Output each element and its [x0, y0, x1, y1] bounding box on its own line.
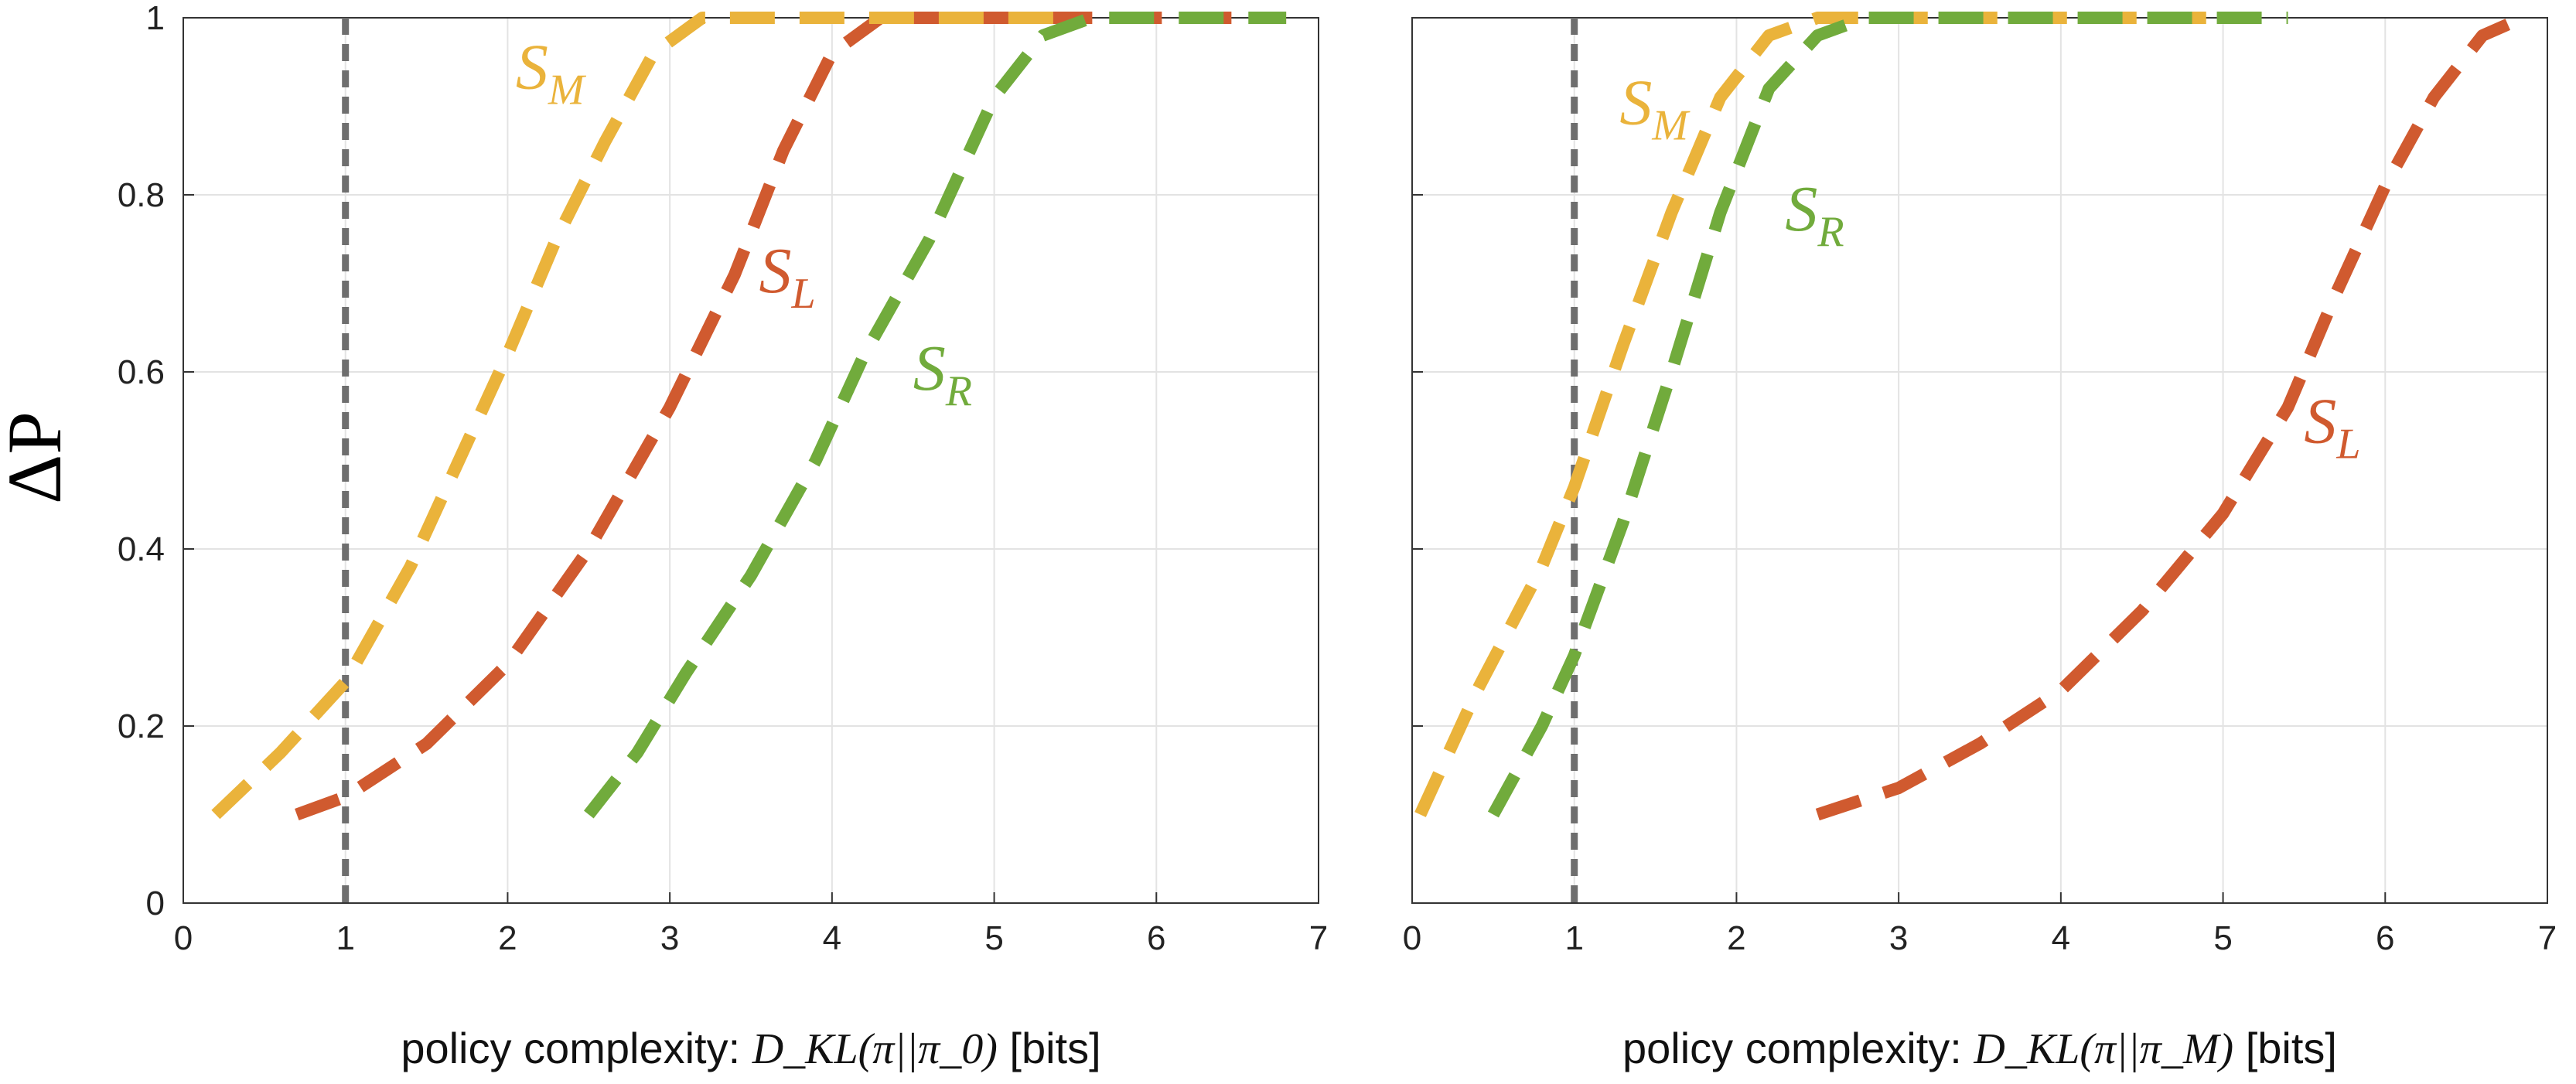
x-tick-label: 6 [1147, 919, 1165, 957]
y-tick-label: 0.8 [118, 176, 165, 214]
series-line-s-l [295, 12, 1287, 821]
series-label-subscript: R [1817, 208, 1844, 256]
series-label-s-l: SL [759, 235, 815, 318]
series-label-base: S [1619, 66, 1652, 138]
y-tick-label: 1 [146, 0, 165, 37]
series-label-subscript: M [548, 66, 587, 114]
series-line-s-m [1414, 12, 2223, 817]
y-tick-label: 0.2 [118, 707, 165, 745]
series-label-s-l: SL [2304, 386, 2360, 469]
x-tick-label: 2 [1727, 919, 1745, 957]
x-tick-label: 0 [1403, 919, 1421, 957]
x-tick-label: 3 [1889, 919, 1908, 957]
x-tick-label: 6 [2376, 919, 2394, 957]
x-tick-label: 4 [823, 919, 841, 957]
x-tick-label: 4 [2052, 919, 2070, 957]
y-axis-label: ΔP [0, 411, 77, 504]
series-label-base: S [516, 32, 548, 104]
series-label-base: S [759, 235, 791, 307]
x-axis-label-suffix: [bits] [2233, 1024, 2337, 1072]
x-axis-label-prefix: policy complexity: [401, 1024, 752, 1072]
x-axis-label-suffix: [bits] [998, 1024, 1101, 1072]
series-label-s-r: SR [913, 332, 972, 415]
x-tick-label: 7 [1309, 919, 1328, 957]
series-line-s-r [1487, 12, 2288, 818]
series-line-s-m [211, 12, 1076, 820]
x-tick-label: 0 [174, 919, 193, 957]
series-line-s-l [1815, 12, 2526, 821]
x-tick-label: 5 [2213, 919, 2232, 957]
series-label-s-m: SM [1619, 66, 1691, 149]
y-tick-label: 0.4 [118, 530, 165, 568]
series-label-base: S [1785, 173, 1817, 245]
series-label-base: S [913, 332, 946, 404]
x-tick-label: 2 [498, 919, 517, 957]
series-label-subscript: L [2335, 421, 2360, 469]
x-axis-label: policy complexity: D_KL(π||π_0) [bits] [401, 1024, 1100, 1073]
x-tick-label: 1 [1564, 919, 1583, 957]
x-tick-label: 1 [336, 919, 354, 957]
series-label-s-r: SR [1785, 173, 1844, 256]
x-tick-label: 5 [984, 919, 1003, 957]
x-axis-label-math: D_KL(π||π_0) [752, 1025, 998, 1073]
x-tick-label: 7 [2538, 919, 2557, 957]
y-tick-label: 0.6 [118, 353, 165, 391]
series-label-subscript: L [790, 270, 815, 318]
series-label-s-m: SM [516, 32, 587, 114]
series-label-subscript: R [945, 367, 972, 415]
series-label-subscript: M [1651, 101, 1691, 149]
x-tick-label: 3 [660, 919, 679, 957]
y-tick-label: 0 [146, 885, 165, 922]
x-axis-label-math: D_KL(π||π_M) [1973, 1025, 2233, 1073]
x-axis-label-prefix: policy complexity: [1622, 1024, 1974, 1072]
series-label-base: S [2304, 386, 2336, 458]
x-axis-label: policy complexity: D_KL(π||π_M) [bits] [1622, 1024, 2337, 1073]
series-line-s-r [584, 12, 1287, 819]
